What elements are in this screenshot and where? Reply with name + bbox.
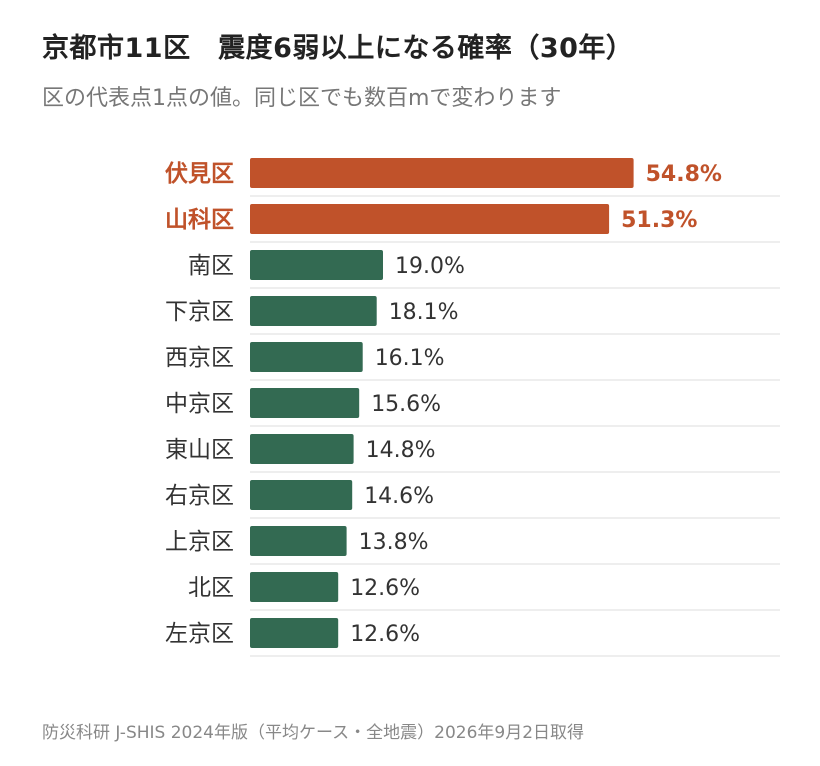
bar <box>250 434 354 464</box>
value-label: 16.1% <box>375 346 445 371</box>
value-label: 15.6% <box>371 392 441 417</box>
value-label: 12.6% <box>350 622 420 647</box>
category-label: 山科区 <box>165 207 234 233</box>
value-label: 13.8% <box>359 530 429 555</box>
value-label: 54.8% <box>646 162 722 187</box>
category-label: 左京区 <box>165 621 234 647</box>
bar <box>250 296 377 326</box>
bar <box>250 480 353 510</box>
category-label: 右京区 <box>165 483 234 509</box>
source-note: 防災科研 J-SHIS 2024年版（平均ケース・全地震）2026年9月2日取得 <box>42 723 585 743</box>
bar <box>250 388 360 418</box>
bar <box>250 526 347 556</box>
category-label: 下京区 <box>165 299 234 325</box>
value-label: 19.0% <box>395 254 465 279</box>
bar <box>250 618 339 648</box>
bar <box>250 158 634 188</box>
value-label: 14.6% <box>364 484 434 509</box>
bar <box>250 250 383 280</box>
category-label: 上京区 <box>165 529 234 555</box>
category-label: 伏見区 <box>165 160 234 187</box>
category-label: 中京区 <box>165 391 234 417</box>
bar <box>250 572 339 602</box>
bar-chart: 伏見区 54.8% 山科区 51.3% 南区 19.0% 下京区 18.1% 西京区 16.1% 中… <box>165 158 780 657</box>
category-label: 東山区 <box>165 437 234 463</box>
category-label: 西京区 <box>165 345 234 371</box>
bar <box>250 342 363 372</box>
chart-subtitle: 区の代表点1点の値。同じ区でも数百mで変わります <box>42 86 562 111</box>
bar <box>250 204 610 234</box>
value-label: 18.1% <box>389 300 459 325</box>
category-label: 南区 <box>188 253 234 279</box>
value-label: 14.8% <box>366 438 436 463</box>
value-label: 12.6% <box>350 576 420 601</box>
category-label: 北区 <box>188 575 234 601</box>
chart-title: 京都市11区 震度6弱以上になる確率（30年） <box>42 33 634 64</box>
value-label: 51.3% <box>621 208 697 233</box>
